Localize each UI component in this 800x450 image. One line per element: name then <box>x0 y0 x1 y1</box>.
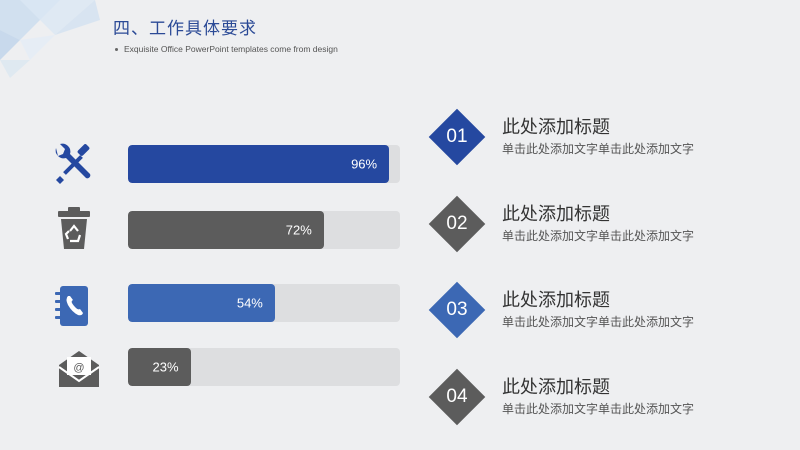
progress-value-4: 23% <box>152 359 179 375</box>
recycle-bin-icon <box>58 207 90 249</box>
step-number-1: 01 <box>446 126 468 147</box>
progress-bar-4: 23% <box>128 348 400 386</box>
step-title-2: 此处添加标题 <box>502 204 610 225</box>
progress-value-3: 54% <box>236 295 263 311</box>
progress-fill-2: 72% <box>128 211 324 249</box>
step-title-4: 此处添加标题 <box>502 377 610 398</box>
step-desc-3: 单击此处添加文字单击此处添加文字 <box>502 315 695 329</box>
tools-icon <box>55 143 91 184</box>
progress-value-1: 96% <box>351 156 378 172</box>
step-desc-1: 单击此处添加文字单击此处添加文字 <box>502 142 695 156</box>
step-desc-4: 单击此处添加文字单击此处添加文字 <box>502 402 695 416</box>
svg-text:@: @ <box>73 362 84 374</box>
step-item-2[interactable]: 02 此处添加标题 单击此处添加文字单击此处添加文字 <box>428 195 770 257</box>
step-title-3: 此处添加标题 <box>502 290 610 311</box>
step-item-4[interactable]: 04 此处添加标题 单击此处添加文字单击此处添加文字 <box>428 368 770 430</box>
progress-bar-2: 72% <box>128 211 400 249</box>
step-item-3[interactable]: 03 此处添加标题 单击此处添加文字单击此处添加文字 <box>428 281 770 343</box>
bullet-icon <box>115 47 118 51</box>
progress-value-2: 72% <box>285 222 312 238</box>
email-envelope-icon: @ <box>58 351 100 387</box>
step-item-1[interactable]: 01 此处添加标题 单击此处添加文字单击此处添加文字 <box>428 108 770 170</box>
step-number-3: 03 <box>446 299 468 320</box>
phone-book-icon <box>55 286 88 326</box>
progress-bar-3: 54% <box>128 284 400 322</box>
step-title-1: 此处添加标题 <box>502 117 610 138</box>
page-subtitle: Exquisite Office PowerPoint templates co… <box>124 44 338 54</box>
step-number-4: 04 <box>446 386 468 407</box>
step-desc-2: 单击此处添加文字单击此处添加文字 <box>502 229 695 243</box>
corner-decoration <box>0 0 100 78</box>
subtitle-row: Exquisite Office PowerPoint templates co… <box>115 44 338 54</box>
progress-fill-3: 54% <box>128 284 275 322</box>
page-title: 四、工作具体要求 <box>113 19 257 39</box>
progress-fill-1: 96% <box>128 145 390 183</box>
step-number-2: 02 <box>446 213 468 234</box>
progress-bar-1: 96% <box>128 145 400 183</box>
progress-fill-4: 23% <box>128 348 191 386</box>
